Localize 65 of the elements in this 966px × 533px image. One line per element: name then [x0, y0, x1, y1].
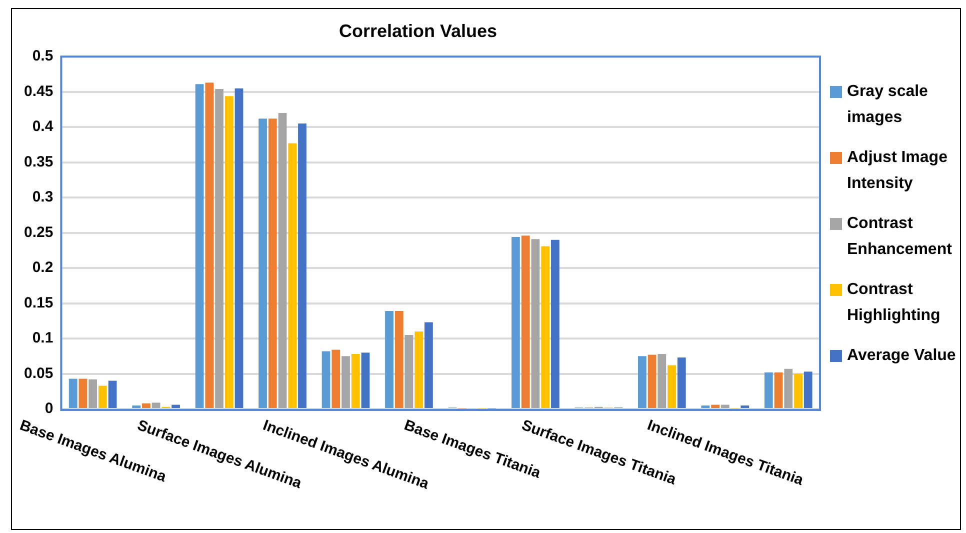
- y-tick-label: 0.2: [32, 259, 54, 276]
- bar: [172, 404, 180, 408]
- bar: [224, 96, 234, 408]
- bar: [234, 88, 244, 408]
- bar: [322, 351, 330, 408]
- bar: [414, 331, 424, 408]
- chart-title: Correlation Values: [338, 20, 498, 41]
- legend-label: Adjust Image Intensity: [847, 148, 948, 194]
- y-tick-label: 0.35: [24, 153, 54, 170]
- bar: [205, 82, 214, 408]
- bar: [677, 358, 686, 408]
- bar: [98, 386, 107, 408]
- bar: [68, 378, 78, 408]
- bar: [668, 365, 676, 408]
- bar: [701, 405, 710, 408]
- bar: [550, 240, 560, 408]
- y-tick-label: 0.05: [24, 364, 54, 382]
- y-tick-label: 0.15: [24, 294, 54, 312]
- bar: [298, 124, 306, 408]
- bar: [658, 354, 666, 408]
- bar: [268, 118, 277, 408]
- y-tick-label: 0.1: [32, 330, 54, 347]
- bar: [142, 403, 150, 408]
- bar: [288, 143, 297, 408]
- bar: [774, 372, 783, 408]
- bar: [521, 236, 530, 408]
- bar: [784, 368, 793, 408]
- bar: [740, 405, 750, 408]
- y-tick-label: 0.4: [32, 118, 54, 136]
- legend-label: Contrast Enhancement: [847, 214, 953, 260]
- bar: [195, 84, 204, 408]
- bar: [385, 311, 394, 408]
- bar: [215, 89, 224, 408]
- bar: [278, 112, 287, 408]
- bar: [108, 380, 117, 408]
- y-tick-label: 0.45: [24, 82, 54, 100]
- bar: [88, 379, 98, 408]
- bar: [351, 354, 360, 408]
- bar: [512, 237, 520, 408]
- bar: [332, 350, 340, 408]
- legend-label: Gray scale images: [847, 82, 929, 128]
- bar: [394, 311, 404, 408]
- bar: [152, 402, 160, 408]
- y-tick-label: 0.25: [24, 224, 54, 241]
- bar: [531, 239, 540, 408]
- bar: [711, 404, 720, 408]
- bar: [541, 246, 550, 408]
- bar: [794, 374, 802, 408]
- bar: [720, 404, 730, 408]
- bar: [648, 354, 656, 408]
- y-tick-label: 0.3: [32, 188, 54, 206]
- y-tick-label: 0.5: [32, 48, 54, 65]
- bar: [258, 118, 267, 408]
- bar: [424, 322, 433, 408]
- bar: [132, 405, 141, 408]
- bar: [638, 356, 646, 408]
- bar: [342, 356, 350, 408]
- legend-label: Contrast Highlighting: [847, 280, 942, 326]
- bar: [361, 352, 370, 408]
- legend-label: Average Value: [847, 346, 956, 366]
- bar: [78, 378, 88, 408]
- bar: [764, 372, 773, 408]
- bar: [804, 372, 812, 408]
- y-tick-label: 0: [44, 400, 54, 418]
- bar: [404, 334, 414, 408]
